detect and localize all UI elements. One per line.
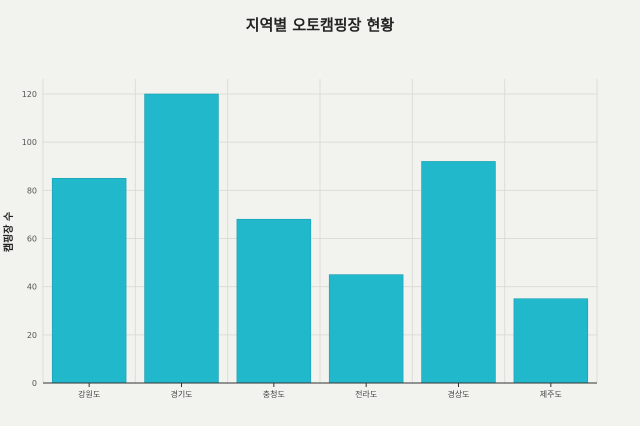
x-tick-label: 제주도 [540,390,562,399]
bar [144,93,219,384]
y-tick-label: 20 [27,331,37,340]
y-tick-label: 40 [27,283,37,292]
bar [236,218,312,384]
y-tick-label: 0 [32,379,37,388]
chart-title: 지역별 오토캠핑장 현황 [245,16,395,34]
x-tick-label: 경기도 [170,389,192,399]
y-tick-label: 100 [22,138,37,147]
axes: 0 20 40 60 80 100 120 강원도 경기도 충청도 전라도 경상도 제주도 [22,90,597,399]
x-tick-label: 충청도 [263,390,285,399]
bar [51,177,127,384]
grid [42,79,598,384]
y-tick-label: 120 [22,90,37,99]
bar [513,298,589,384]
y-tick-label: 60 [27,235,37,244]
bar [328,274,404,384]
x-tick-label: 강원도 [78,389,100,399]
bars [51,93,589,384]
x-tick-label: 경상도 [447,389,469,399]
y-axis-label: 캠핑장 수 [2,212,15,252]
y-tick-label: 80 [27,186,37,195]
bar [421,161,496,384]
x-tick-label: 전라도 [355,389,377,399]
